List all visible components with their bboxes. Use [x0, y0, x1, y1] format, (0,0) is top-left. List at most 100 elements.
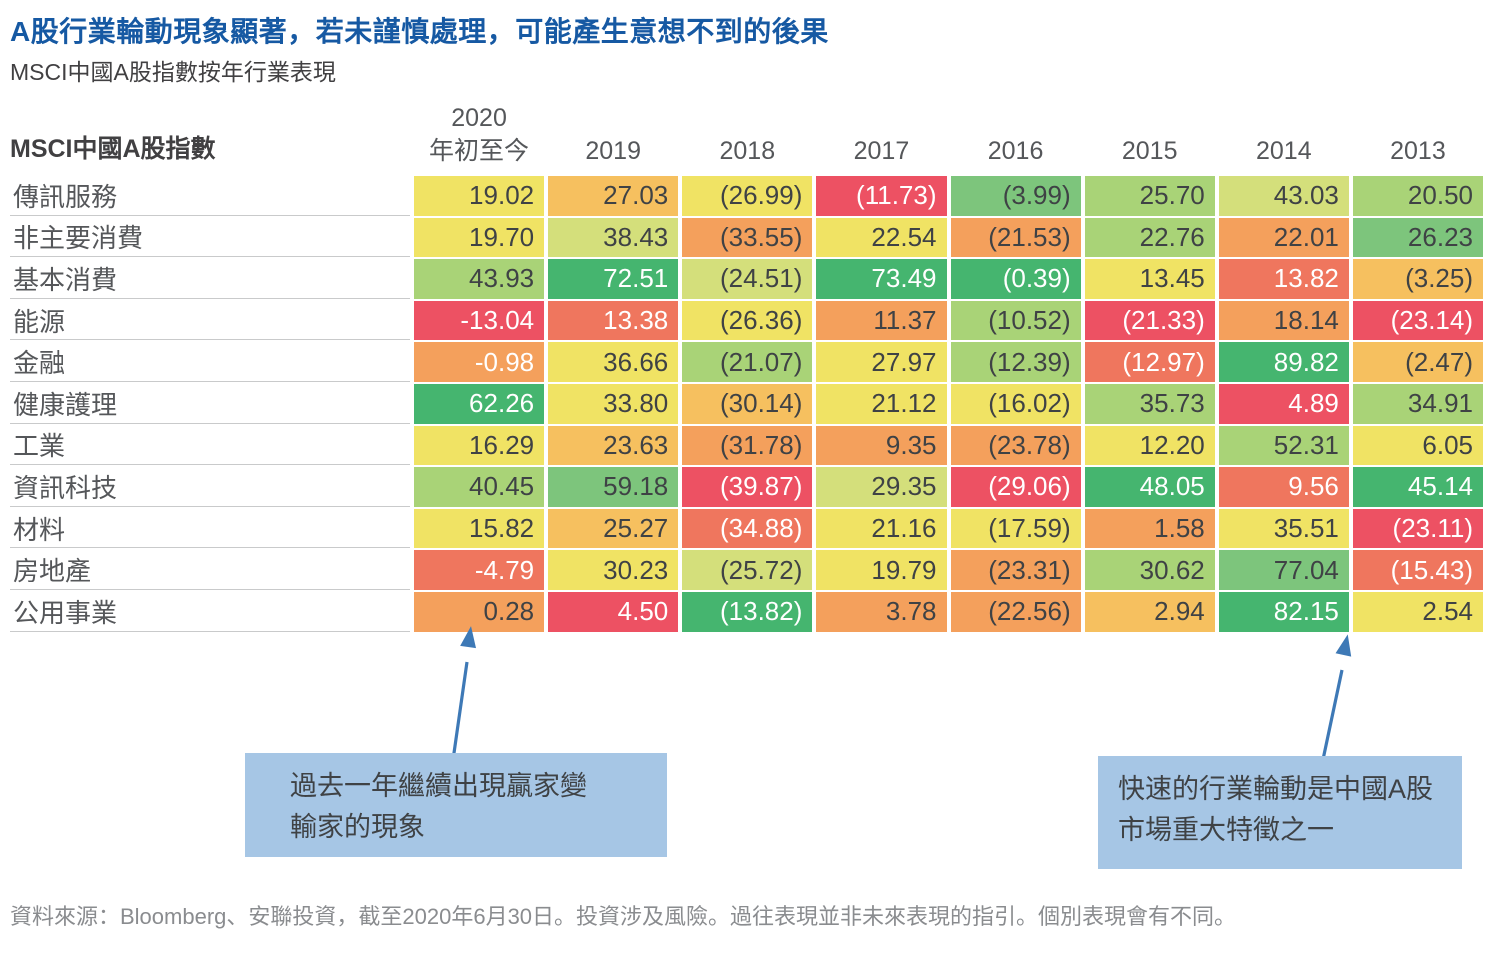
heatmap-cell: 6.05 — [1352, 425, 1483, 466]
callout-left: 過去一年繼續出現贏家變 輸家的現象 — [245, 753, 667, 857]
row-label: 基本消費 — [10, 259, 410, 299]
heatmap-cell: 2.54 — [1352, 591, 1483, 632]
heatmap-cell: (31.78) — [682, 425, 813, 466]
heatmap-cell: (16.02) — [950, 383, 1081, 424]
row-label: 材料 — [10, 509, 410, 549]
heatmap-cell: -13.04 — [414, 300, 545, 341]
heatmap-cell: 52.31 — [1218, 425, 1349, 466]
heatmap-cell: 22.54 — [816, 217, 947, 258]
heatmap-cell: 30.23 — [548, 550, 679, 590]
callout-arrow-right — [1319, 634, 1352, 770]
row-label: 傳訊服務 — [10, 176, 410, 216]
heatmap-cell: 33.80 — [548, 383, 679, 424]
column-header-2015: 2015 — [1121, 136, 1178, 165]
heatmap-cell: 13.45 — [1084, 259, 1215, 299]
heatmap-cell: 22.01 — [1218, 217, 1349, 258]
heatmap-cell: (3.99) — [950, 176, 1081, 216]
heatmap-cell: 15.82 — [414, 508, 545, 549]
heatmap-cell: (23.31) — [950, 550, 1081, 590]
row-label: 資訊科技 — [10, 467, 410, 507]
heatmap-cell: 13.82 — [1218, 259, 1349, 299]
page-subtitle: MSCI中國A股指數按年行業表現 — [10, 59, 336, 85]
column-header-2020: 2020 年初至今 — [429, 104, 530, 165]
heatmap-cell: 35.73 — [1084, 383, 1215, 424]
page-title: A股行業輪動現象顯著，若未謹慎處理，可能產生意想不到的後果 — [10, 16, 829, 47]
callout-arrow-left — [451, 626, 477, 761]
heatmap-cell: (30.14) — [682, 383, 813, 424]
heatmap-cell: -4.79 — [414, 550, 545, 590]
heatmap-cell: (23.14) — [1352, 300, 1483, 341]
heatmap-cell: (39.87) — [682, 467, 813, 507]
heatmap-cell: 72.51 — [548, 259, 679, 299]
heatmap-cell: (21.33) — [1084, 300, 1215, 341]
column-header-2017: 2017 — [853, 136, 910, 165]
heatmap-cell: 23.63 — [548, 425, 679, 466]
heatmap-cell: (12.97) — [1084, 342, 1215, 382]
callout-right: 快速的行業輪動是中國A股 市場重大特徵之一 — [1098, 756, 1462, 869]
row-label: 能源 — [10, 301, 410, 341]
column-header-2018: 2018 — [719, 136, 776, 165]
heatmap-cell: 19.79 — [816, 550, 947, 590]
heatmap-cell: 48.05 — [1084, 467, 1215, 507]
heatmap-cell: 27.97 — [816, 342, 947, 382]
heatmap-cell: 25.70 — [1084, 176, 1215, 216]
heatmap-cell: (15.43) — [1352, 550, 1483, 590]
heatmap-cell: 4.89 — [1218, 383, 1349, 424]
heatmap-table: MSCI中國A股指數 2020 年初至今 2019 2018 2017 2016 2015 2… — [10, 92, 1483, 632]
heatmap-cell: 13.38 — [548, 300, 679, 341]
heatmap-cell: 4.50 — [548, 591, 679, 632]
heatmap-cell: 9.56 — [1218, 467, 1349, 507]
column-header-2019: 2019 — [585, 136, 641, 165]
row-label: 金融 — [10, 342, 410, 382]
heatmap-cell: 43.03 — [1218, 176, 1349, 216]
heatmap-cell: (11.73) — [816, 176, 947, 216]
heatmap-cell: 73.49 — [816, 259, 947, 299]
heatmap-cell: 89.82 — [1218, 342, 1349, 382]
heatmap-cell: 19.02 — [414, 176, 545, 216]
heatmap-cell: 0.28 — [414, 591, 545, 632]
heatmap-cell: (22.56) — [950, 591, 1081, 632]
table-index-label: MSCI中國A股指數 — [10, 135, 216, 163]
column-header-2013: 2013 — [1390, 136, 1446, 165]
heatmap-cell: 11.37 — [816, 300, 947, 341]
heatmap-cell: (21.53) — [950, 217, 1081, 258]
heatmap-cell: (23.78) — [950, 425, 1081, 466]
heatmap-cell: 25.27 — [548, 508, 679, 549]
heatmap-cell: (23.11) — [1352, 508, 1483, 549]
row-label: 公用事業 — [10, 592, 410, 632]
heatmap-cell: 62.26 — [414, 383, 545, 424]
heatmap-cell: (21.07) — [682, 342, 813, 382]
heatmap-cell: 29.35 — [816, 467, 947, 507]
heatmap-cell: (24.51) — [682, 259, 813, 299]
heatmap-cell: 40.45 — [414, 467, 545, 507]
row-label: 健康護理 — [10, 384, 410, 424]
heatmap-cell: (34.88) — [682, 508, 813, 549]
column-header-2014: 2014 — [1256, 136, 1312, 165]
heatmap-cell: 18.14 — [1218, 300, 1349, 341]
heatmap-cell: 21.12 — [816, 383, 947, 424]
heatmap-cell: 9.35 — [816, 425, 947, 466]
heatmap-cell: 36.66 — [548, 342, 679, 382]
heatmap-cell: 1.58 — [1084, 508, 1215, 549]
row-label: 非主要消費 — [10, 218, 410, 258]
heatmap-cell: 19.70 — [414, 217, 545, 258]
heatmap-cell: 20.50 — [1352, 176, 1483, 216]
heatmap-cell: (13.82) — [682, 591, 813, 632]
heatmap-cell: 21.16 — [816, 508, 947, 549]
heatmap-cell: 22.76 — [1084, 217, 1215, 258]
heatmap-cell: 45.14 — [1352, 467, 1483, 507]
heatmap-cell: 59.18 — [548, 467, 679, 507]
heatmap-cell: 43.93 — [414, 259, 545, 299]
heatmap-cell: (12.39) — [950, 342, 1081, 382]
heatmap-cell: (10.52) — [950, 300, 1081, 341]
row-label: 工業 — [10, 426, 410, 466]
heatmap-cell: -0.98 — [414, 342, 545, 382]
heatmap-cell: (2.47) — [1352, 342, 1483, 382]
heatmap-cell: (29.06) — [950, 467, 1081, 507]
heatmap-cell: 2.94 — [1084, 591, 1215, 632]
heatmap-cell: 27.03 — [548, 176, 679, 216]
heatmap-cell: 77.04 — [1218, 550, 1349, 590]
heatmap-cell: 82.15 — [1218, 591, 1349, 632]
heatmap-cell: 3.78 — [816, 591, 947, 632]
